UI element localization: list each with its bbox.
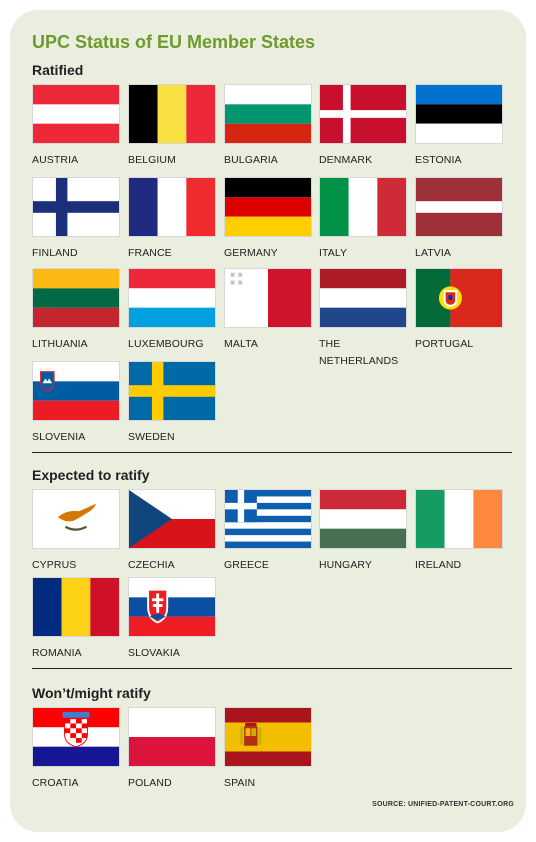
romania-flag-icon [32, 577, 120, 637]
finland-flag-icon [32, 177, 120, 237]
bulgaria-flag-icon [224, 84, 312, 144]
country-label: BULGARIA [224, 154, 278, 166]
flag-item-cyprus: CYPRUS [32, 489, 120, 574]
country-label: HUNGARY [319, 559, 373, 571]
country-label: PORTUGAL [415, 338, 474, 350]
page-title: UPC Status of EU Member States [32, 32, 316, 52]
flag-item-spain: SPAIN [224, 707, 312, 792]
luxembourg-flag-icon [128, 268, 216, 328]
ireland-flag-icon [415, 489, 503, 549]
infographic-card [10, 10, 526, 832]
country-label: CYPRUS [32, 559, 77, 571]
country-label: GREECE [224, 559, 269, 571]
country-label: IRELAND [415, 559, 462, 571]
country-label: BELGIUM [128, 154, 176, 166]
flag-item-ireland: IRELAND [415, 489, 503, 574]
country-label: FRANCE [128, 247, 172, 259]
flag-item-lithuania: LITHUANIA [32, 268, 120, 353]
flag-item-latvia: LATVIA [415, 177, 503, 262]
country-label: DENMARK [319, 154, 373, 166]
country-label: THE NETHERLANDS [319, 338, 399, 367]
sweden-flag-icon [128, 361, 216, 421]
source-credit: SOURCE: UNIFIED-PATENT-COURT.ORG [372, 801, 514, 808]
country-label: FINLAND [32, 247, 78, 259]
belgium-flag-icon [128, 84, 216, 144]
country-label: LITHUANIA [32, 338, 88, 350]
flag-item-slovakia: SLOVAKIA [128, 577, 216, 662]
greece-flag-icon [224, 489, 312, 549]
section-heading-wont: Won’t/might ratify [32, 685, 151, 701]
country-label: GERMANY [224, 247, 278, 259]
flag-item-austria: AUSTRIA [32, 84, 120, 169]
country-label: ROMANIA [32, 647, 82, 659]
hungary-flag-icon [319, 489, 407, 549]
spain-flag-icon [224, 707, 312, 767]
italy-flag-icon [319, 177, 407, 237]
flag-item-slovenia: SLOVENIA [32, 361, 120, 446]
country-label: SLOVENIA [32, 431, 86, 443]
portugal-flag-icon [415, 268, 503, 328]
section-divider [32, 452, 512, 453]
flag-item-belgium: BELGIUM [128, 84, 216, 169]
country-label: POLAND [128, 777, 172, 789]
flag-item-luxembourg: LUXEMBOURG [128, 268, 216, 353]
flag-item-netherlands: THE NETHERLANDS [319, 268, 407, 370]
section-heading-ratified: Ratified [32, 62, 84, 78]
flag-item-bulgaria: BULGARIA [224, 84, 312, 169]
czechia-flag-icon [128, 489, 216, 549]
poland-flag-icon [128, 707, 216, 767]
country-label: ESTONIA [415, 154, 462, 166]
flag-item-sweden: SWEDEN [128, 361, 216, 446]
croatia-flag-icon [32, 707, 120, 767]
austria-flag-icon [32, 84, 120, 144]
country-label: LATVIA [415, 247, 452, 259]
denmark-flag-icon [319, 84, 407, 144]
country-label: CROATIA [32, 777, 79, 789]
cyprus-flag-icon [32, 489, 120, 549]
country-label: AUSTRIA [32, 154, 79, 166]
latvia-flag-icon [415, 177, 503, 237]
malta-flag-icon [224, 268, 312, 328]
france-flag-icon [128, 177, 216, 237]
flag-item-greece: GREECE [224, 489, 312, 574]
flag-item-portugal: PORTUGAL [415, 268, 503, 353]
estonia-flag-icon [415, 84, 503, 144]
country-label: ITALY [319, 247, 348, 259]
flag-item-italy: ITALY [319, 177, 407, 262]
flag-item-estonia: ESTONIA [415, 84, 503, 169]
country-label: SWEDEN [128, 431, 175, 443]
country-label: SPAIN [224, 777, 256, 789]
country-label: LUXEMBOURG [128, 338, 204, 350]
flag-item-hungary: HUNGARY [319, 489, 407, 574]
section-heading-expected: Expected to ratify [32, 467, 150, 483]
flag-item-croatia: CROATIA [32, 707, 120, 792]
slovakia-flag-icon [128, 577, 216, 637]
country-label: MALTA [224, 338, 258, 350]
flag-item-denmark: DENMARK [319, 84, 407, 169]
country-label: CZECHIA [128, 559, 175, 571]
flag-item-poland: POLAND [128, 707, 216, 792]
flag-item-germany: GERMANY [224, 177, 312, 262]
slovenia-flag-icon [32, 361, 120, 421]
section-divider [32, 668, 512, 669]
flag-item-finland: FINLAND [32, 177, 120, 262]
lithuania-flag-icon [32, 268, 120, 328]
netherlands-flag-icon [319, 268, 407, 328]
germany-flag-icon [224, 177, 312, 237]
flag-item-malta: MALTA [224, 268, 312, 353]
country-label: SLOVAKIA [128, 647, 180, 659]
flag-item-romania: ROMANIA [32, 577, 120, 662]
flag-item-france: FRANCE [128, 177, 216, 262]
flag-item-czechia: CZECHIA [128, 489, 216, 574]
